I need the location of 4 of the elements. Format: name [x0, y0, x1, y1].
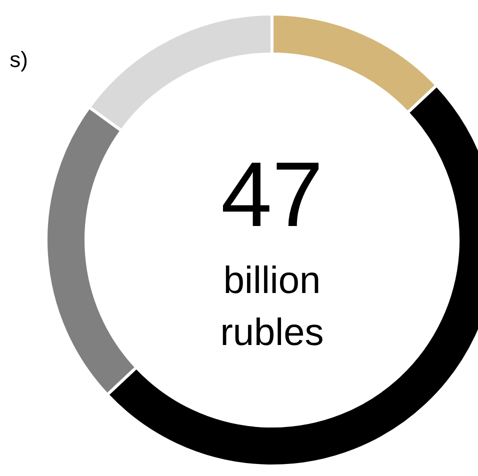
text: 47: [220, 144, 324, 246]
text: s): [10, 47, 28, 72]
text: rubles: [220, 312, 324, 354]
text: billion: [223, 260, 321, 302]
